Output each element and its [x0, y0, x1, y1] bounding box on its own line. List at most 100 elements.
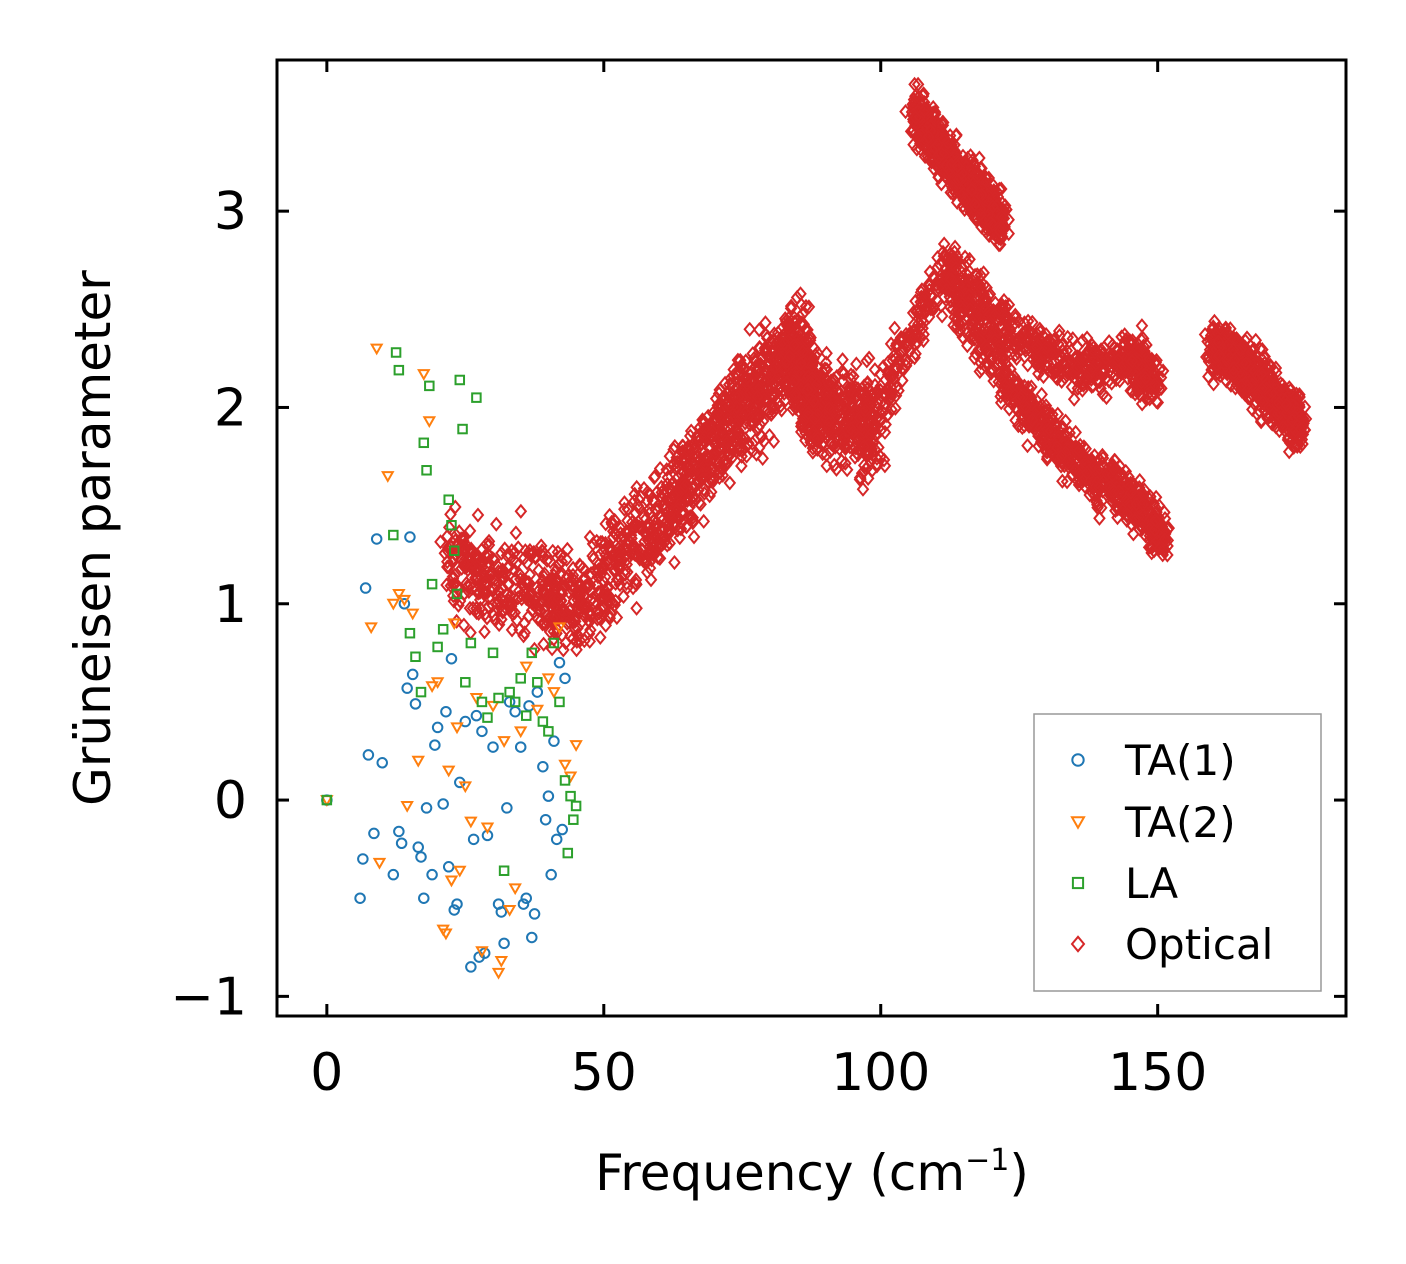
optical-point: [528, 641, 541, 657]
optical-point: [969, 346, 983, 362]
optical-point: [1107, 461, 1120, 477]
optical-point: [553, 566, 567, 582]
optical-point: [755, 429, 768, 445]
optical-point: [1263, 387, 1276, 404]
optical-point: [1080, 465, 1094, 481]
optical-point: [1006, 317, 1020, 333]
optical-point: [865, 462, 879, 478]
optical-point: [668, 438, 682, 455]
optical-point: [604, 544, 617, 560]
optical-point: [593, 629, 607, 645]
optical-point: [523, 592, 537, 608]
optical-point: [909, 117, 922, 134]
optical-point: [1124, 335, 1138, 351]
optical-point: [1044, 423, 1058, 439]
optical-point: [1060, 474, 1074, 490]
optical-point: [1298, 399, 1312, 415]
optical-point: [1134, 370, 1148, 386]
optical-point: [607, 516, 620, 532]
optical-point: [683, 428, 697, 444]
optical-point: [839, 455, 852, 471]
optical-point: [965, 182, 979, 198]
optical-point: [801, 405, 815, 421]
optical-point: [813, 401, 826, 417]
optical-point: [609, 575, 622, 592]
optical-point: [1073, 442, 1086, 459]
optical-point: [1092, 348, 1105, 364]
optical-point: [820, 458, 834, 474]
optical-point: [607, 562, 621, 578]
optical-point: [503, 547, 517, 564]
optical-point: [1146, 538, 1159, 554]
optical-point: [687, 466, 700, 482]
optical-point: [505, 622, 519, 638]
optical-point: [986, 198, 1000, 215]
optical-point: [654, 538, 667, 555]
series-optical: [434, 76, 1313, 658]
optical-point: [853, 409, 867, 426]
optical-point: [1054, 458, 1068, 474]
optical-point: [1073, 350, 1087, 366]
optical-point: [991, 351, 1004, 367]
optical-point: [1069, 424, 1082, 440]
optical-point: [464, 552, 478, 568]
optical-point: [767, 433, 781, 449]
optical-point: [1047, 332, 1061, 348]
optical-point: [1097, 473, 1110, 490]
optical-point: [560, 615, 574, 631]
optical-point: [1085, 337, 1099, 353]
optical-point: [1151, 379, 1165, 395]
optical-point: [544, 553, 557, 569]
optical-point: [973, 363, 987, 380]
optical-point: [446, 571, 460, 587]
optical-point: [1120, 506, 1134, 522]
optical-point: [977, 277, 990, 293]
optical-point: [1143, 531, 1157, 548]
optical-point: [463, 523, 477, 539]
optical-point: [829, 439, 842, 455]
optical-point: [1124, 383, 1138, 399]
optical-point: [501, 559, 514, 576]
optical-point: [1093, 344, 1107, 360]
optical-point: [763, 367, 777, 383]
optical-point: [879, 416, 892, 433]
optical-point: [478, 624, 491, 640]
optical-point: [615, 532, 628, 548]
optical-point: [590, 533, 604, 549]
optical-point: [856, 481, 870, 497]
optical-point: [831, 385, 845, 401]
optical-point: [1021, 313, 1035, 329]
optical-point: [584, 608, 597, 624]
optical-point: [1100, 389, 1113, 406]
optical-point: [1135, 396, 1149, 412]
optical-point: [695, 472, 709, 488]
optical-point: [907, 317, 921, 333]
optical-point: [824, 373, 838, 389]
optical-point: [1133, 521, 1146, 537]
optical-point: [668, 514, 682, 531]
optical-point: [802, 299, 816, 315]
optical-point: [920, 301, 934, 317]
optical-point: [899, 104, 912, 120]
optical-point: [522, 609, 535, 625]
optical-point: [524, 547, 538, 563]
optical-point: [509, 525, 523, 541]
optical-point: [760, 344, 773, 360]
optical-point: [881, 380, 894, 396]
optical-point: [1077, 451, 1091, 467]
optical-point: [915, 289, 928, 305]
optical-point: [648, 468, 662, 484]
optical-point: [490, 586, 503, 602]
optical-point: [673, 530, 687, 546]
optical-point: [966, 328, 980, 344]
optical-point: [836, 352, 849, 368]
optical-point: [474, 600, 487, 616]
optical-point: [1209, 349, 1222, 365]
optical-point: [538, 584, 552, 600]
optical-point: [815, 421, 828, 437]
optical-point: [1046, 365, 1059, 381]
optical-point: [1016, 420, 1029, 436]
optical-point: [820, 361, 834, 378]
optical-point: [822, 376, 835, 392]
optical-point: [1290, 438, 1304, 454]
